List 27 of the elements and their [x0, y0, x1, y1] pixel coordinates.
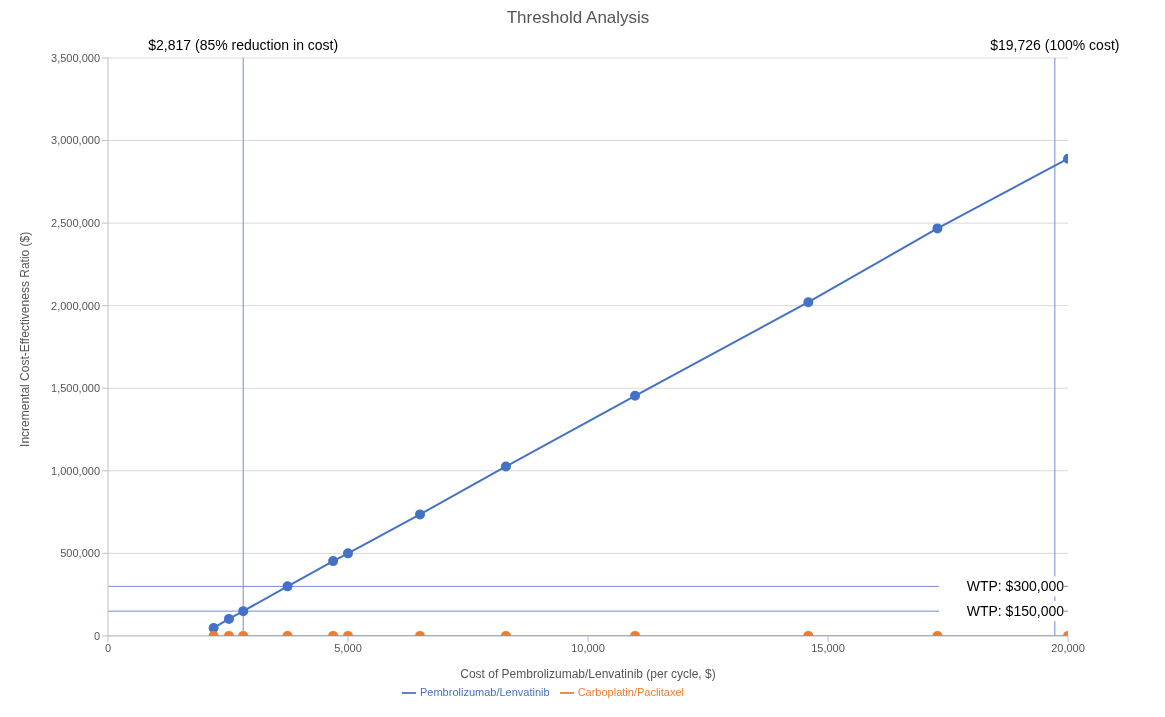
- y-tick-label: 1,500,000: [51, 382, 100, 395]
- y-tick-label: 500,000: [60, 547, 100, 560]
- legend-label: Pembrolizumab/Lenvatinib: [419, 685, 550, 698]
- point: [500, 461, 511, 472]
- chart-title: Threshold Analysis: [505, 8, 651, 29]
- y-tick-label: 3,000,000: [51, 134, 100, 147]
- y-tick-label: 3,500,000: [51, 51, 100, 64]
- point: [630, 390, 641, 401]
- point: [803, 297, 814, 308]
- x-axis-title: Cost of Pembrolizumab/Lenvatinib (per cycle, $): [460, 666, 716, 681]
- ref-line-label: WTP: $300,000: [966, 578, 1065, 595]
- y-tick-label: 1,000,000: [51, 464, 100, 477]
- x-tick-label: 15,000: [811, 641, 845, 654]
- y-tick-label: 2,500,000: [51, 217, 100, 230]
- point: [932, 223, 943, 234]
- ref-line-label: $2,817 (85% reduction in cost): [148, 37, 339, 53]
- legend-label: Carboplatin/Paclitaxel: [577, 685, 685, 698]
- x-tick-label: 5,000: [334, 641, 362, 654]
- y-tick-label: 0: [93, 629, 100, 642]
- point: [415, 509, 425, 520]
- ref-line-label: WTP: $150,000: [966, 603, 1065, 620]
- x-tick-label: 0: [104, 641, 112, 654]
- x-tick-label: 10,000: [571, 641, 605, 654]
- ref-line-label: $19,726 (100% cost): [990, 37, 1120, 53]
- y-tick-label: 2,000,000: [51, 299, 100, 312]
- y-axis-title: Incremental Cost-Effectiveness Ratio ($): [18, 231, 33, 447]
- x-tick-label: 20,000: [1051, 641, 1085, 654]
